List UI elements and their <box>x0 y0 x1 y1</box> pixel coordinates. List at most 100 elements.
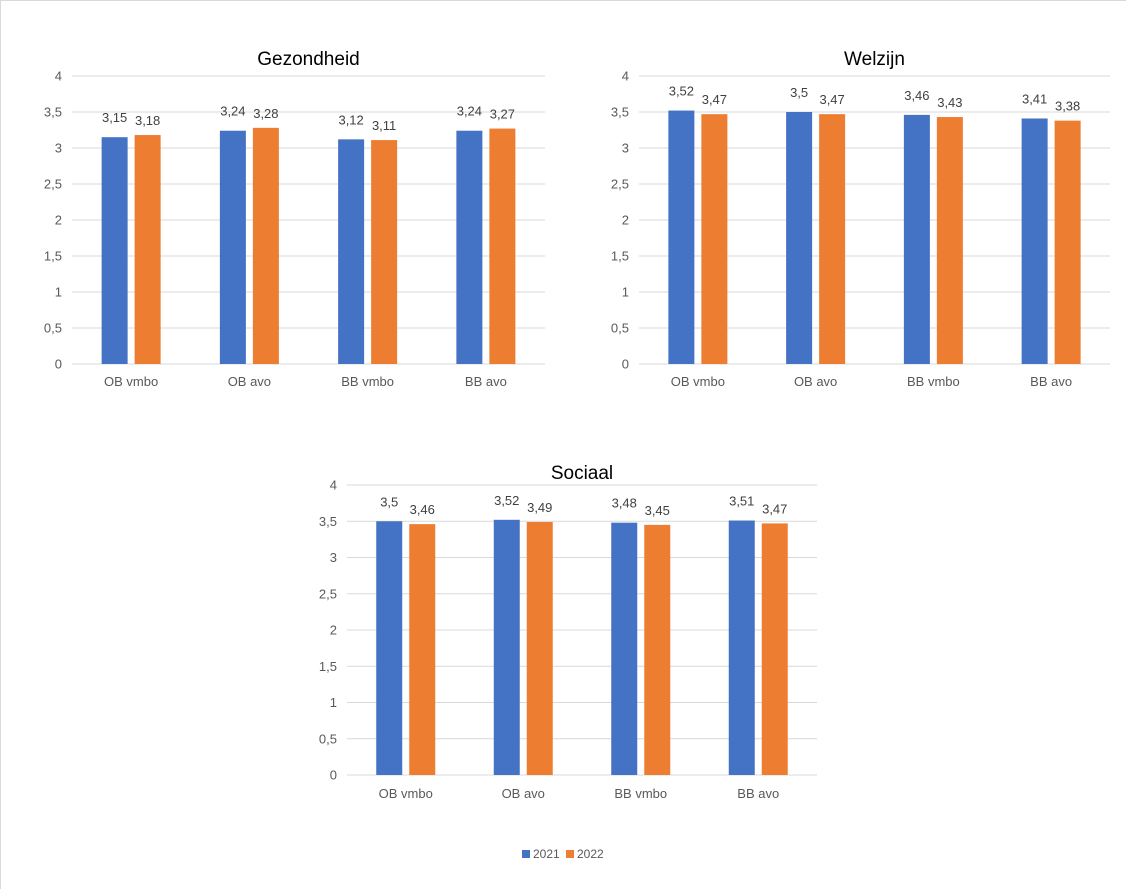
x-category-label: BB avo <box>1030 374 1072 389</box>
bar-2022-ob-avo <box>819 114 846 364</box>
y-tick-label: 1 <box>622 285 629 300</box>
bar-2022-bb-vmbo <box>644 524 671 775</box>
bar-2022-bb-avo <box>1054 120 1081 364</box>
y-tick-label: 2,5 <box>611 177 629 192</box>
data-label: 3,27 <box>490 107 515 122</box>
y-tick-label: 0 <box>55 357 62 372</box>
data-label: 3,47 <box>819 92 844 107</box>
data-label: 3,41 <box>1022 91 1047 106</box>
legend-swatch-2022 <box>566 850 574 858</box>
y-tick-label: 0,5 <box>44 321 62 336</box>
y-tick-label: 3,5 <box>319 514 337 529</box>
chart-title: Gezondheid <box>257 49 359 70</box>
chart-sociaal: Sociaal 0 0,5 1 1,5 2 2,5 3 3,5 4 3,5 3,46 OB vmbo 3,… <box>319 463 817 801</box>
y-tick-label: 3,5 <box>611 105 629 120</box>
bar-2021-bb-avo <box>456 130 483 364</box>
data-label: 3,48 <box>612 496 637 511</box>
y-tick-label: 1 <box>330 695 337 710</box>
data-label: 3,51 <box>729 494 754 509</box>
data-label: 3,43 <box>937 95 962 110</box>
data-label: 3,5 <box>380 494 398 509</box>
y-tick-label: 1,5 <box>611 249 629 264</box>
y-tick-label: 1 <box>55 285 62 300</box>
y-tick-label: 2 <box>330 623 337 638</box>
data-label: 3,46 <box>904 88 929 103</box>
data-label: 3,52 <box>669 84 694 99</box>
x-category-label: OB avo <box>794 374 837 389</box>
data-label: 3,45 <box>645 503 670 518</box>
bar-2022-ob-vmbo <box>134 135 161 364</box>
bar-2021-ob-avo <box>493 519 520 775</box>
y-tick-label: 3,5 <box>44 105 62 120</box>
data-label: 3,49 <box>527 500 552 515</box>
y-tick-label: 2 <box>622 213 629 228</box>
bar-2021-ob-avo <box>786 112 813 364</box>
data-label: 3,18 <box>135 113 160 128</box>
y-tick-label: 4 <box>622 69 629 84</box>
x-category-label: BB avo <box>465 374 507 389</box>
bar-2022-ob-vmbo <box>409 524 436 775</box>
y-tick-label: 2 <box>55 213 62 228</box>
x-category-label: OB vmbo <box>671 374 725 389</box>
y-tick-label: 4 <box>55 69 62 84</box>
x-category-label: OB vmbo <box>379 786 433 801</box>
data-label: 3,52 <box>494 493 519 508</box>
bar-2021-bb-vmbo <box>338 139 365 364</box>
data-label: 3,11 <box>372 118 396 133</box>
chart-welzijn: Welzijn 0 0,5 1 1,5 2 2,5 3 3,5 4 3,52 3,47 OB vmbo 3… <box>611 49 1110 389</box>
data-label: 3,46 <box>410 502 435 517</box>
bar-2022-bb-vmbo <box>936 117 963 364</box>
y-tick-label: 0 <box>330 768 337 783</box>
bar-2022-bb-vmbo <box>371 140 398 364</box>
y-tick-label: 2,5 <box>44 177 62 192</box>
y-tick-label: 1,5 <box>319 659 337 674</box>
chart-title: Welzijn <box>844 49 905 70</box>
legend: 2021 2022 <box>522 847 604 861</box>
data-label: 3,15 <box>102 110 127 125</box>
bar-2021-ob-vmbo <box>101 137 128 364</box>
legend-label-2022: 2022 <box>577 847 604 861</box>
data-label: 3,47 <box>762 501 787 516</box>
y-tick-label: 3 <box>330 550 337 565</box>
bar-2022-bb-avo <box>761 523 788 775</box>
x-category-label: BB vmbo <box>614 786 667 801</box>
x-category-label: OB avo <box>228 374 271 389</box>
x-category-label: BB avo <box>737 786 779 801</box>
bar-2022-ob-vmbo <box>701 114 728 364</box>
x-category-label: OB vmbo <box>104 374 158 389</box>
bar-2022-bb-avo <box>489 128 516 364</box>
chart-title: Sociaal <box>551 463 613 484</box>
data-label: 3,38 <box>1055 99 1080 114</box>
x-category-label: BB vmbo <box>907 374 960 389</box>
x-category-label: OB avo <box>502 786 545 801</box>
y-tick-label: 0,5 <box>319 731 337 746</box>
bar-2021-ob-vmbo <box>376 521 403 775</box>
bar-2022-ob-avo <box>526 521 553 775</box>
y-tick-label: 2,5 <box>319 586 337 601</box>
bar-2022-ob-avo <box>252 127 279 364</box>
legend-swatch-2021 <box>522 850 530 858</box>
bar-2021-bb-avo <box>728 520 755 775</box>
y-tick-label: 3 <box>622 141 629 156</box>
data-label: 3,47 <box>702 92 727 107</box>
legend-label-2021: 2021 <box>533 847 560 861</box>
bar-2021-ob-avo <box>219 130 246 364</box>
y-tick-label: 3 <box>55 141 62 156</box>
data-label: 3,24 <box>220 104 245 119</box>
bar-2021-bb-vmbo <box>611 522 638 775</box>
data-label: 3,24 <box>457 104 482 119</box>
data-label: 3,12 <box>338 112 363 127</box>
y-tick-label: 1,5 <box>44 249 62 264</box>
y-tick-label: 0 <box>622 357 629 372</box>
data-label: 3,5 <box>790 85 808 100</box>
bar-2021-bb-vmbo <box>903 114 930 364</box>
y-tick-label: 0,5 <box>611 321 629 336</box>
bar-2021-bb-avo <box>1021 118 1048 364</box>
x-category-label: BB vmbo <box>341 374 394 389</box>
y-tick-label: 4 <box>330 478 337 493</box>
data-label: 3,28 <box>253 106 278 121</box>
bar-2021-ob-vmbo <box>668 110 695 364</box>
chart-gezondheid: Gezondheid 0 0,5 1 1,5 2 2,5 3 3,5 4 3,15 3,18 OB vm… <box>44 49 545 389</box>
